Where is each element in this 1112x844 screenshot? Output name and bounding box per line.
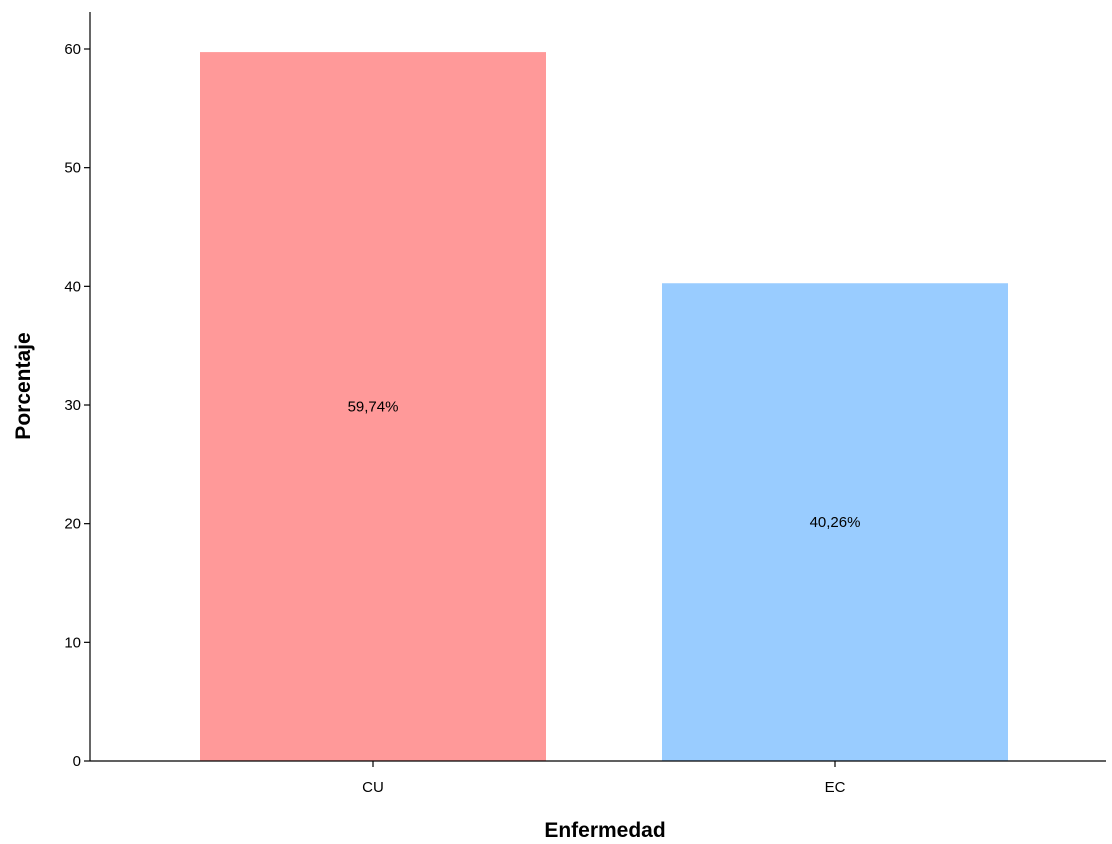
y-tick-label: 10 xyxy=(64,634,81,651)
data-labels-group: 59,74% 40,26% xyxy=(348,399,861,532)
y-tick-label: 30 xyxy=(64,397,81,414)
x-axis-title: Enfermedad xyxy=(544,819,665,842)
x-tick-label-ec: EC xyxy=(825,779,846,796)
data-label-ec: 40,26% xyxy=(810,514,861,531)
y-axis-title: Porcentaje xyxy=(12,332,35,439)
data-label-cu: 59,74% xyxy=(348,399,399,416)
bar-ec xyxy=(662,283,1008,761)
y-tick-label: 0 xyxy=(73,753,81,770)
y-tick-label: 50 xyxy=(64,160,81,177)
bar-cu xyxy=(200,52,546,762)
y-tick-label: 20 xyxy=(64,516,81,533)
bars-group xyxy=(200,52,1008,762)
x-axis-ticks: CU EC xyxy=(362,761,846,796)
y-axis-ticks: 0 10 20 30 40 50 60 xyxy=(64,41,90,770)
x-tick-label-cu: CU xyxy=(362,779,384,796)
y-tick-label: 40 xyxy=(64,278,81,295)
y-tick-label: 60 xyxy=(64,41,81,58)
